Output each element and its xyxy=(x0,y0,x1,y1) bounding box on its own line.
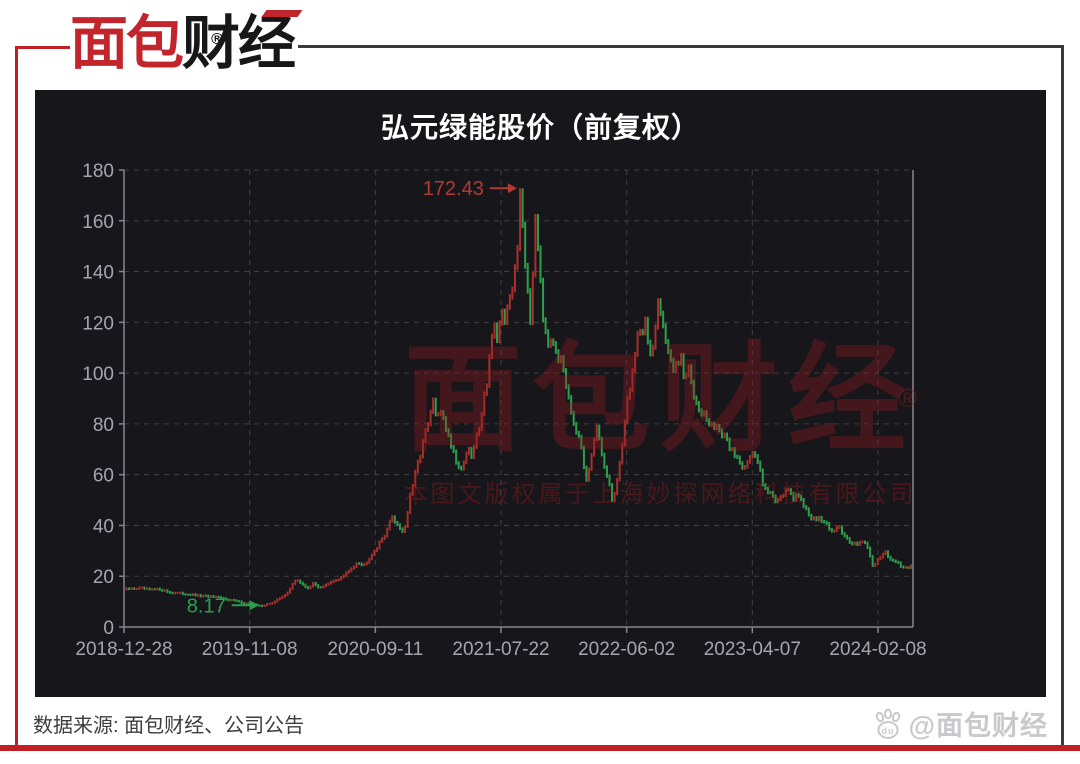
frame-left-border xyxy=(15,46,18,748)
chart-title: 弘元绿能股价（前复权） xyxy=(380,112,700,143)
y-tick-label: 40 xyxy=(93,516,114,537)
x-tick-label: 2018-12-28 xyxy=(75,639,172,660)
brand-logo: 面包财经 ® xyxy=(70,8,303,80)
y-tick-label: 140 xyxy=(82,263,114,284)
x-tick-label: 2023-04-07 xyxy=(704,639,801,660)
chart-panel: 弘元绿能股价（前复权） 0 20 40 60 80 100 120 140 160 180 2018… xyxy=(35,90,1046,697)
annotation-arrowhead xyxy=(507,183,517,194)
brand-logo-black-part: 财经 xyxy=(182,11,296,76)
baidu-paw-icon: du xyxy=(875,708,900,739)
registered-trademark-icon: ® xyxy=(211,31,223,48)
credit-badge: du @面包财经 xyxy=(871,704,1048,743)
frame-top-right-segment xyxy=(298,45,1064,48)
y-tick-label: 100 xyxy=(82,364,114,385)
logo-accent-stroke xyxy=(261,10,303,17)
y-tick-label: 0 xyxy=(103,618,114,639)
credit-handle: @面包财经 xyxy=(908,711,1048,741)
x-tick-label: 2020-09-11 xyxy=(327,639,423,660)
y-tick-label: 180 xyxy=(82,161,114,182)
annotation-label: 172.43 xyxy=(423,178,484,200)
y-tick-label: 20 xyxy=(93,567,114,588)
svg-text:du: du xyxy=(881,726,894,736)
brand-logo-red-part: 面包 xyxy=(70,11,184,76)
x-tick-label: 2019-11-08 xyxy=(202,639,298,660)
frame-top-left-segment xyxy=(15,46,70,49)
y-tick-label: 120 xyxy=(82,313,114,334)
x-tick-label: 2022-06-02 xyxy=(578,639,675,660)
price-chart-svg: 0 20 40 60 80 100 120 140 160 180 2018-12-28 2019-1… xyxy=(75,161,926,660)
frame-right-border xyxy=(1061,45,1064,748)
y-tick-label: 60 xyxy=(93,466,114,487)
y-tick-label: 80 xyxy=(93,415,114,436)
x-tick-label: 2024-02-08 xyxy=(829,639,926,660)
x-tick-label: 2021-07-22 xyxy=(452,639,549,660)
annotation-arrowhead xyxy=(249,600,259,611)
frame-bottom-border xyxy=(0,745,1080,751)
annotation-label: 8.17 xyxy=(187,595,226,617)
y-tick-label: 160 xyxy=(82,212,114,233)
data-source-note: 数据来源: 面包财经、公司公告 xyxy=(33,715,305,737)
